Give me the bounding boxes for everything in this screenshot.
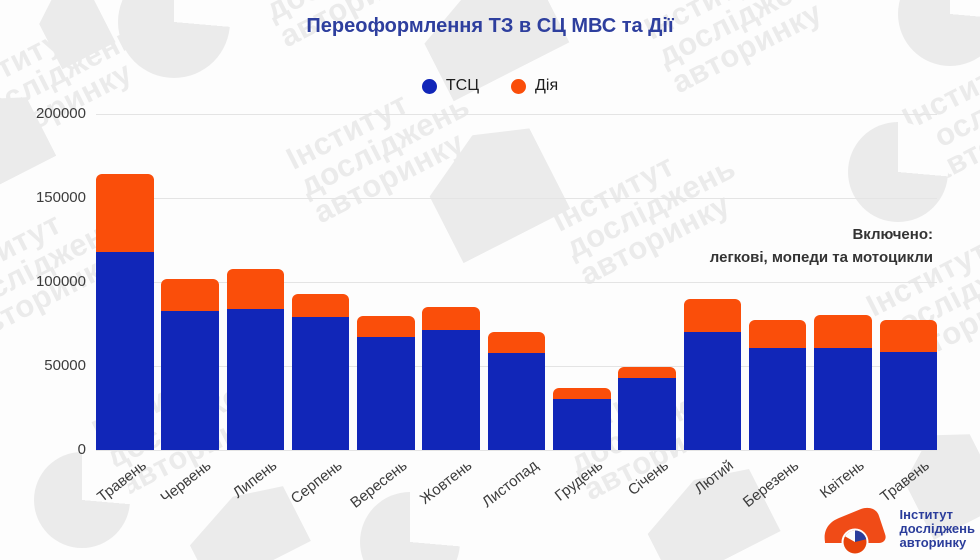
bar-3-Липень [226, 268, 285, 450]
legend-dot-diia-icon [511, 78, 527, 94]
gridline-0 [96, 449, 937, 451]
y-tick-label-100000: 100000 [35, 273, 86, 290]
legend-item-tsc: ТСЦ [421, 77, 480, 95]
legend-label-tsc: ТСЦ [445, 77, 480, 94]
watermark-pie-icon [34, 452, 130, 548]
bar-segment-tsc [814, 347, 872, 450]
bar-10-Лютий [683, 298, 742, 450]
bar-12-Квітень [814, 314, 872, 450]
bar-segment-tsc [226, 308, 285, 450]
y-tick-label-150000: 150000 [35, 189, 86, 206]
bar-segment-tsc [357, 337, 415, 450]
bar-segment-tsc [487, 352, 546, 450]
bar-segment-tsc [618, 377, 676, 450]
bar-segment-diia [96, 174, 154, 252]
bar-segment-diia [683, 298, 742, 333]
watermark-pie-icon [360, 492, 460, 560]
legend: ТСЦ Дія [0, 77, 980, 95]
bar-2-Червень [161, 278, 219, 450]
bar-segment-diia [357, 316, 415, 338]
bar-segment-tsc [422, 329, 480, 450]
brand-logo-text: Інститут досліджень авторинку [899, 506, 976, 551]
car-pie-logo-icon [824, 507, 886, 556]
legend-item-diia: Дія [511, 77, 558, 95]
bar-segment-tsc [553, 398, 611, 450]
bar-segment-tsc [879, 351, 937, 450]
gridline-200000 [96, 113, 937, 115]
bar-segment-diia [161, 278, 219, 311]
annotation-line-2: легкові, мопеди та мотоцикли [709, 248, 933, 266]
bar-segment-tsc [748, 347, 807, 450]
annotation: Включено: легкові, мопеди та мотоцикли [710, 224, 933, 269]
bar-segment-tsc [683, 332, 742, 450]
bar-segment-tsc [96, 251, 154, 450]
annotation-line-1: Включено: [852, 226, 933, 243]
plot-area: 0 50000 100000 150000 200000 Травень Червень Ли… [36, 105, 937, 512]
bar-segment-diia [814, 314, 872, 348]
bar-segment-diia [879, 319, 937, 352]
bar-segment-diia [618, 366, 676, 378]
bar-11-Березень [748, 319, 807, 450]
bar-segment-diia [291, 293, 350, 318]
watermark-pie-icon [848, 122, 948, 222]
bar-segment-tsc [161, 310, 219, 450]
bar-segment-diia [553, 387, 611, 399]
y-tick-label-50000: 50000 [44, 357, 86, 374]
legend-dot-tsc-icon [421, 78, 437, 94]
y-tick-label-200000: 200000 [35, 105, 86, 122]
bar-13-Травень [879, 319, 937, 450]
bar-segment-diia [422, 307, 480, 330]
chart-title: Переоформлення ТЗ в СЦ МВС та Дії [306, 15, 674, 37]
bar-segment-tsc [291, 317, 350, 450]
gridline-100000 [96, 281, 937, 283]
bar-7-Листопад [487, 332, 546, 450]
bar-6-Жовтень [422, 307, 480, 450]
bar-1-Травень [96, 174, 154, 450]
bar-4-Серпень [291, 293, 350, 450]
legend-label-diia: Дія [535, 77, 559, 94]
bar-9-Січень [618, 366, 676, 450]
bar-segment-diia [226, 268, 285, 309]
brand-logo: Інститут досліджень авторинку [821, 502, 976, 556]
y-tick-label-0: 0 [77, 441, 86, 458]
bar-segment-diia [487, 332, 546, 353]
bar-segment-diia [748, 319, 807, 348]
bar-8-Грудень [553, 387, 611, 450]
bar-5-Вересень [357, 316, 415, 450]
gridline-150000 [96, 197, 937, 199]
